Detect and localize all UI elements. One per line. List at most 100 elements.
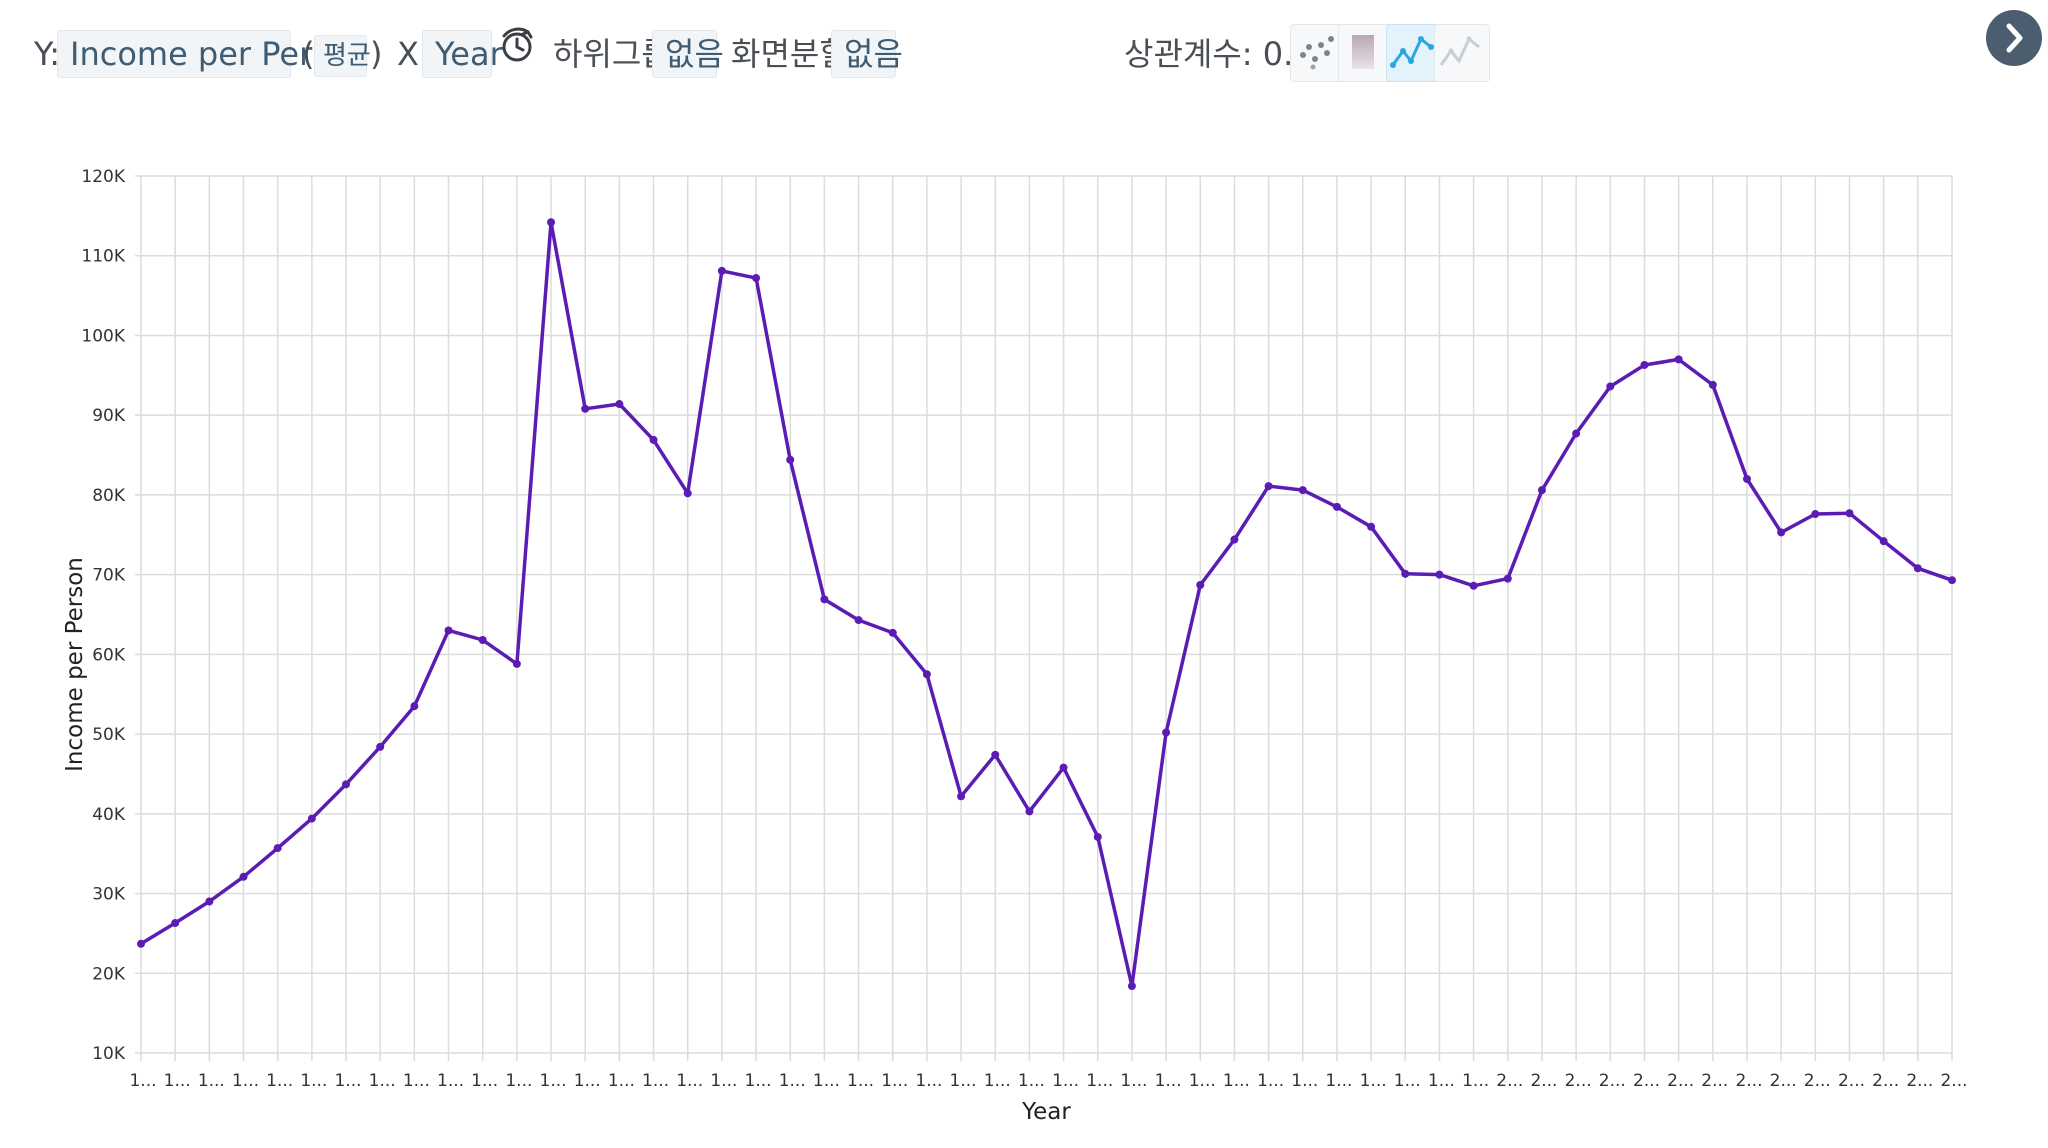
data-point[interactable] bbox=[1811, 510, 1820, 519]
data-point[interactable] bbox=[1093, 832, 1102, 841]
y-tick-label: 100K bbox=[81, 326, 125, 346]
data-point[interactable] bbox=[1503, 574, 1512, 583]
y-axis-prefix: Y: bbox=[34, 35, 61, 73]
data-point[interactable] bbox=[1332, 502, 1341, 511]
data-point[interactable] bbox=[957, 792, 966, 801]
x-tick-label: 1... bbox=[232, 1071, 259, 1091]
data-point[interactable] bbox=[1025, 807, 1034, 816]
x-tick-label: 1... bbox=[1428, 1071, 1455, 1091]
next-button[interactable] bbox=[1986, 10, 2042, 66]
x-tick-label: 1... bbox=[403, 1071, 430, 1091]
data-point[interactable] bbox=[342, 780, 351, 789]
x-tick-label: 1... bbox=[1325, 1071, 1352, 1091]
paren-close: ) bbox=[370, 35, 383, 73]
data-point[interactable] bbox=[444, 626, 453, 635]
clock-timer-icon[interactable] bbox=[498, 26, 536, 64]
data-point[interactable] bbox=[1298, 486, 1307, 495]
x-tick-label: 2... bbox=[1804, 1071, 1831, 1091]
data-point[interactable] bbox=[1264, 482, 1273, 491]
data-point[interactable] bbox=[649, 435, 658, 444]
subgroup-selector[interactable]: 없음 bbox=[652, 30, 724, 78]
bar-chart-icon bbox=[1352, 35, 1374, 69]
x-field-selector[interactable]: Year bbox=[422, 30, 503, 78]
data-point[interactable] bbox=[376, 742, 385, 751]
data-point[interactable] bbox=[273, 844, 282, 853]
data-point[interactable] bbox=[1469, 581, 1478, 590]
data-point[interactable] bbox=[1401, 569, 1410, 578]
data-point[interactable] bbox=[683, 489, 692, 498]
data-point[interactable] bbox=[171, 919, 180, 928]
data-point[interactable] bbox=[1948, 576, 1956, 585]
y-tick-label: 90K bbox=[92, 406, 126, 426]
data-point[interactable] bbox=[1845, 509, 1854, 518]
data-point[interactable] bbox=[410, 702, 419, 711]
y-tick-label: 120K bbox=[81, 167, 125, 187]
x-tick-label: 1... bbox=[813, 1071, 840, 1091]
data-point[interactable] bbox=[1537, 486, 1546, 495]
data-point[interactable] bbox=[991, 750, 1000, 759]
data-point[interactable] bbox=[1606, 382, 1615, 391]
x-tick-label: 1... bbox=[1018, 1071, 1045, 1091]
data-point[interactable] bbox=[1196, 581, 1205, 590]
x-axis-ticks: 1... 1... 1... 1... 1... 1... 1... 1... 1... 1...… bbox=[129, 1071, 1967, 1091]
data-point[interactable] bbox=[922, 670, 931, 679]
x-tick-label: 1... bbox=[1462, 1071, 1489, 1091]
y-field-selector[interactable]: Income per Person bbox=[57, 30, 369, 78]
data-point[interactable] bbox=[205, 897, 214, 906]
data-point[interactable] bbox=[1435, 570, 1444, 579]
data-point[interactable] bbox=[478, 636, 487, 645]
data-point[interactable] bbox=[1742, 474, 1751, 483]
data-point[interactable] bbox=[512, 659, 521, 668]
x-axis-label: Year bbox=[1021, 1099, 1071, 1125]
x-tick-label: 1... bbox=[505, 1071, 532, 1091]
x-tick-label: 1... bbox=[1120, 1071, 1147, 1091]
y-tick-label: 70K bbox=[92, 566, 126, 586]
data-point[interactable] bbox=[1162, 728, 1171, 737]
data-point[interactable] bbox=[137, 939, 145, 948]
data-point[interactable] bbox=[1708, 380, 1717, 389]
data-point[interactable] bbox=[239, 872, 248, 881]
data-point[interactable] bbox=[752, 274, 761, 283]
data-point[interactable] bbox=[1059, 763, 1068, 772]
data-point[interactable] bbox=[1879, 537, 1888, 546]
x-tick-label: 1... bbox=[437, 1071, 464, 1091]
data-point[interactable] bbox=[581, 404, 590, 413]
x-tick-label: 1... bbox=[779, 1071, 806, 1091]
data-point[interactable] bbox=[1127, 982, 1136, 991]
scatter-chart-button[interactable] bbox=[1290, 24, 1346, 82]
x-tick-label: 1... bbox=[471, 1071, 498, 1091]
data-point[interactable] bbox=[820, 595, 829, 604]
data-point[interactable] bbox=[888, 628, 897, 637]
y-tick-label: 30K bbox=[92, 885, 126, 905]
aggregation-selector[interactable]: 평균 bbox=[314, 35, 371, 77]
data-point[interactable] bbox=[1777, 528, 1786, 537]
x-tick-label: 2... bbox=[1599, 1071, 1626, 1091]
line-chart-button[interactable] bbox=[1386, 24, 1442, 82]
x-tick-label: 1... bbox=[1257, 1071, 1284, 1091]
data-point[interactable] bbox=[854, 616, 863, 625]
line-chart-alt-button[interactable] bbox=[1434, 24, 1490, 82]
data-point[interactable] bbox=[1913, 564, 1922, 573]
data-point[interactable] bbox=[1572, 429, 1581, 438]
y-tick-label: 80K bbox=[92, 486, 126, 506]
data-point[interactable] bbox=[1230, 535, 1239, 544]
data-point[interactable] bbox=[717, 266, 726, 275]
data-point[interactable] bbox=[547, 218, 556, 227]
x-tick-label: 1... bbox=[915, 1071, 942, 1091]
data-point[interactable] bbox=[1674, 355, 1683, 364]
data-point[interactable] bbox=[786, 455, 795, 464]
x-tick-label: 1... bbox=[1155, 1071, 1182, 1091]
bar-chart-button[interactable] bbox=[1338, 24, 1394, 82]
data-point[interactable] bbox=[1367, 522, 1376, 531]
chart-grid bbox=[135, 175, 1953, 1061]
x-tick-label: 1... bbox=[1189, 1071, 1216, 1091]
data-point[interactable] bbox=[307, 814, 316, 823]
data-point[interactable] bbox=[1640, 360, 1649, 369]
x-tick-label: 1... bbox=[198, 1071, 225, 1091]
data-point[interactable] bbox=[615, 400, 624, 409]
split-selector[interactable]: 없음 bbox=[831, 30, 903, 78]
y-tick-label: 40K bbox=[92, 805, 126, 825]
x-tick-label: 1... bbox=[745, 1071, 772, 1091]
x-tick-label: 1... bbox=[710, 1071, 737, 1091]
x-tick-label: 2... bbox=[1735, 1071, 1762, 1091]
